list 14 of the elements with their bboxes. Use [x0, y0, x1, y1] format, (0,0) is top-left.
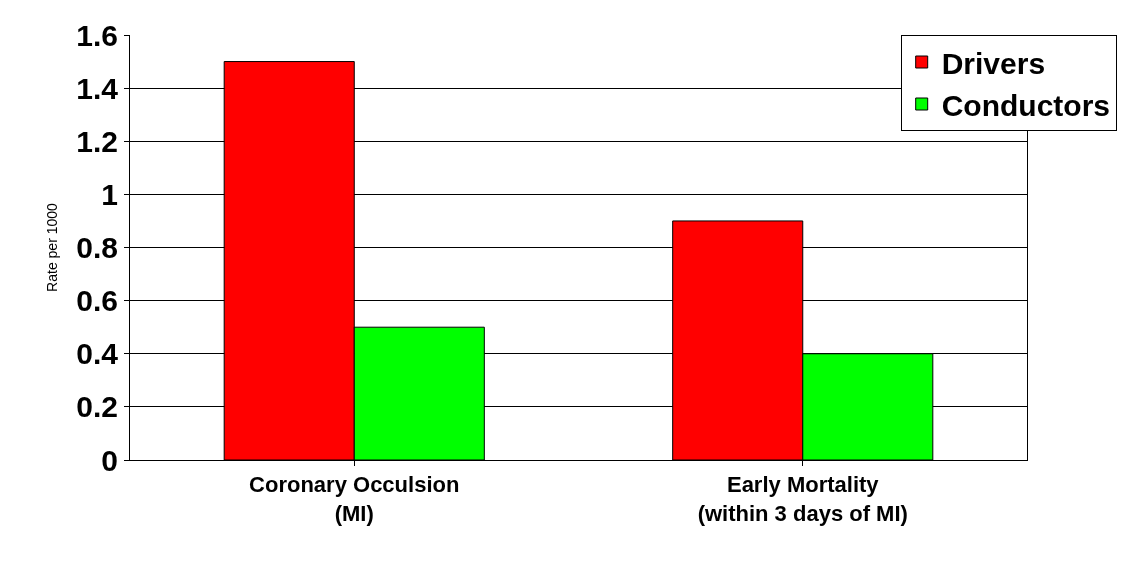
y-tick-label: 1.6 [76, 18, 118, 52]
y-axis-title: Rate per 1000 [43, 202, 60, 292]
y-tick-label: 0.6 [76, 284, 118, 318]
y-tick-label: 0.4 [76, 337, 119, 371]
y-tick-label: 0 [101, 443, 118, 477]
y-tick-label: 0.8 [76, 231, 118, 264]
y-tick-label: 1 [101, 177, 118, 211]
y-tick-label: 0.2 [76, 390, 118, 424]
y-tick-label: 1.4 [76, 71, 119, 105]
legend-label: Drivers [941, 46, 1046, 80]
legend-label: Conductors [941, 88, 1111, 122]
x-tick-label: Coronary Occulsion (MI) [249, 472, 460, 526]
x-tick-label: Early Mortality (within 3 days of MI) [697, 472, 908, 526]
y-tick-label: 1.2 [76, 124, 118, 158]
